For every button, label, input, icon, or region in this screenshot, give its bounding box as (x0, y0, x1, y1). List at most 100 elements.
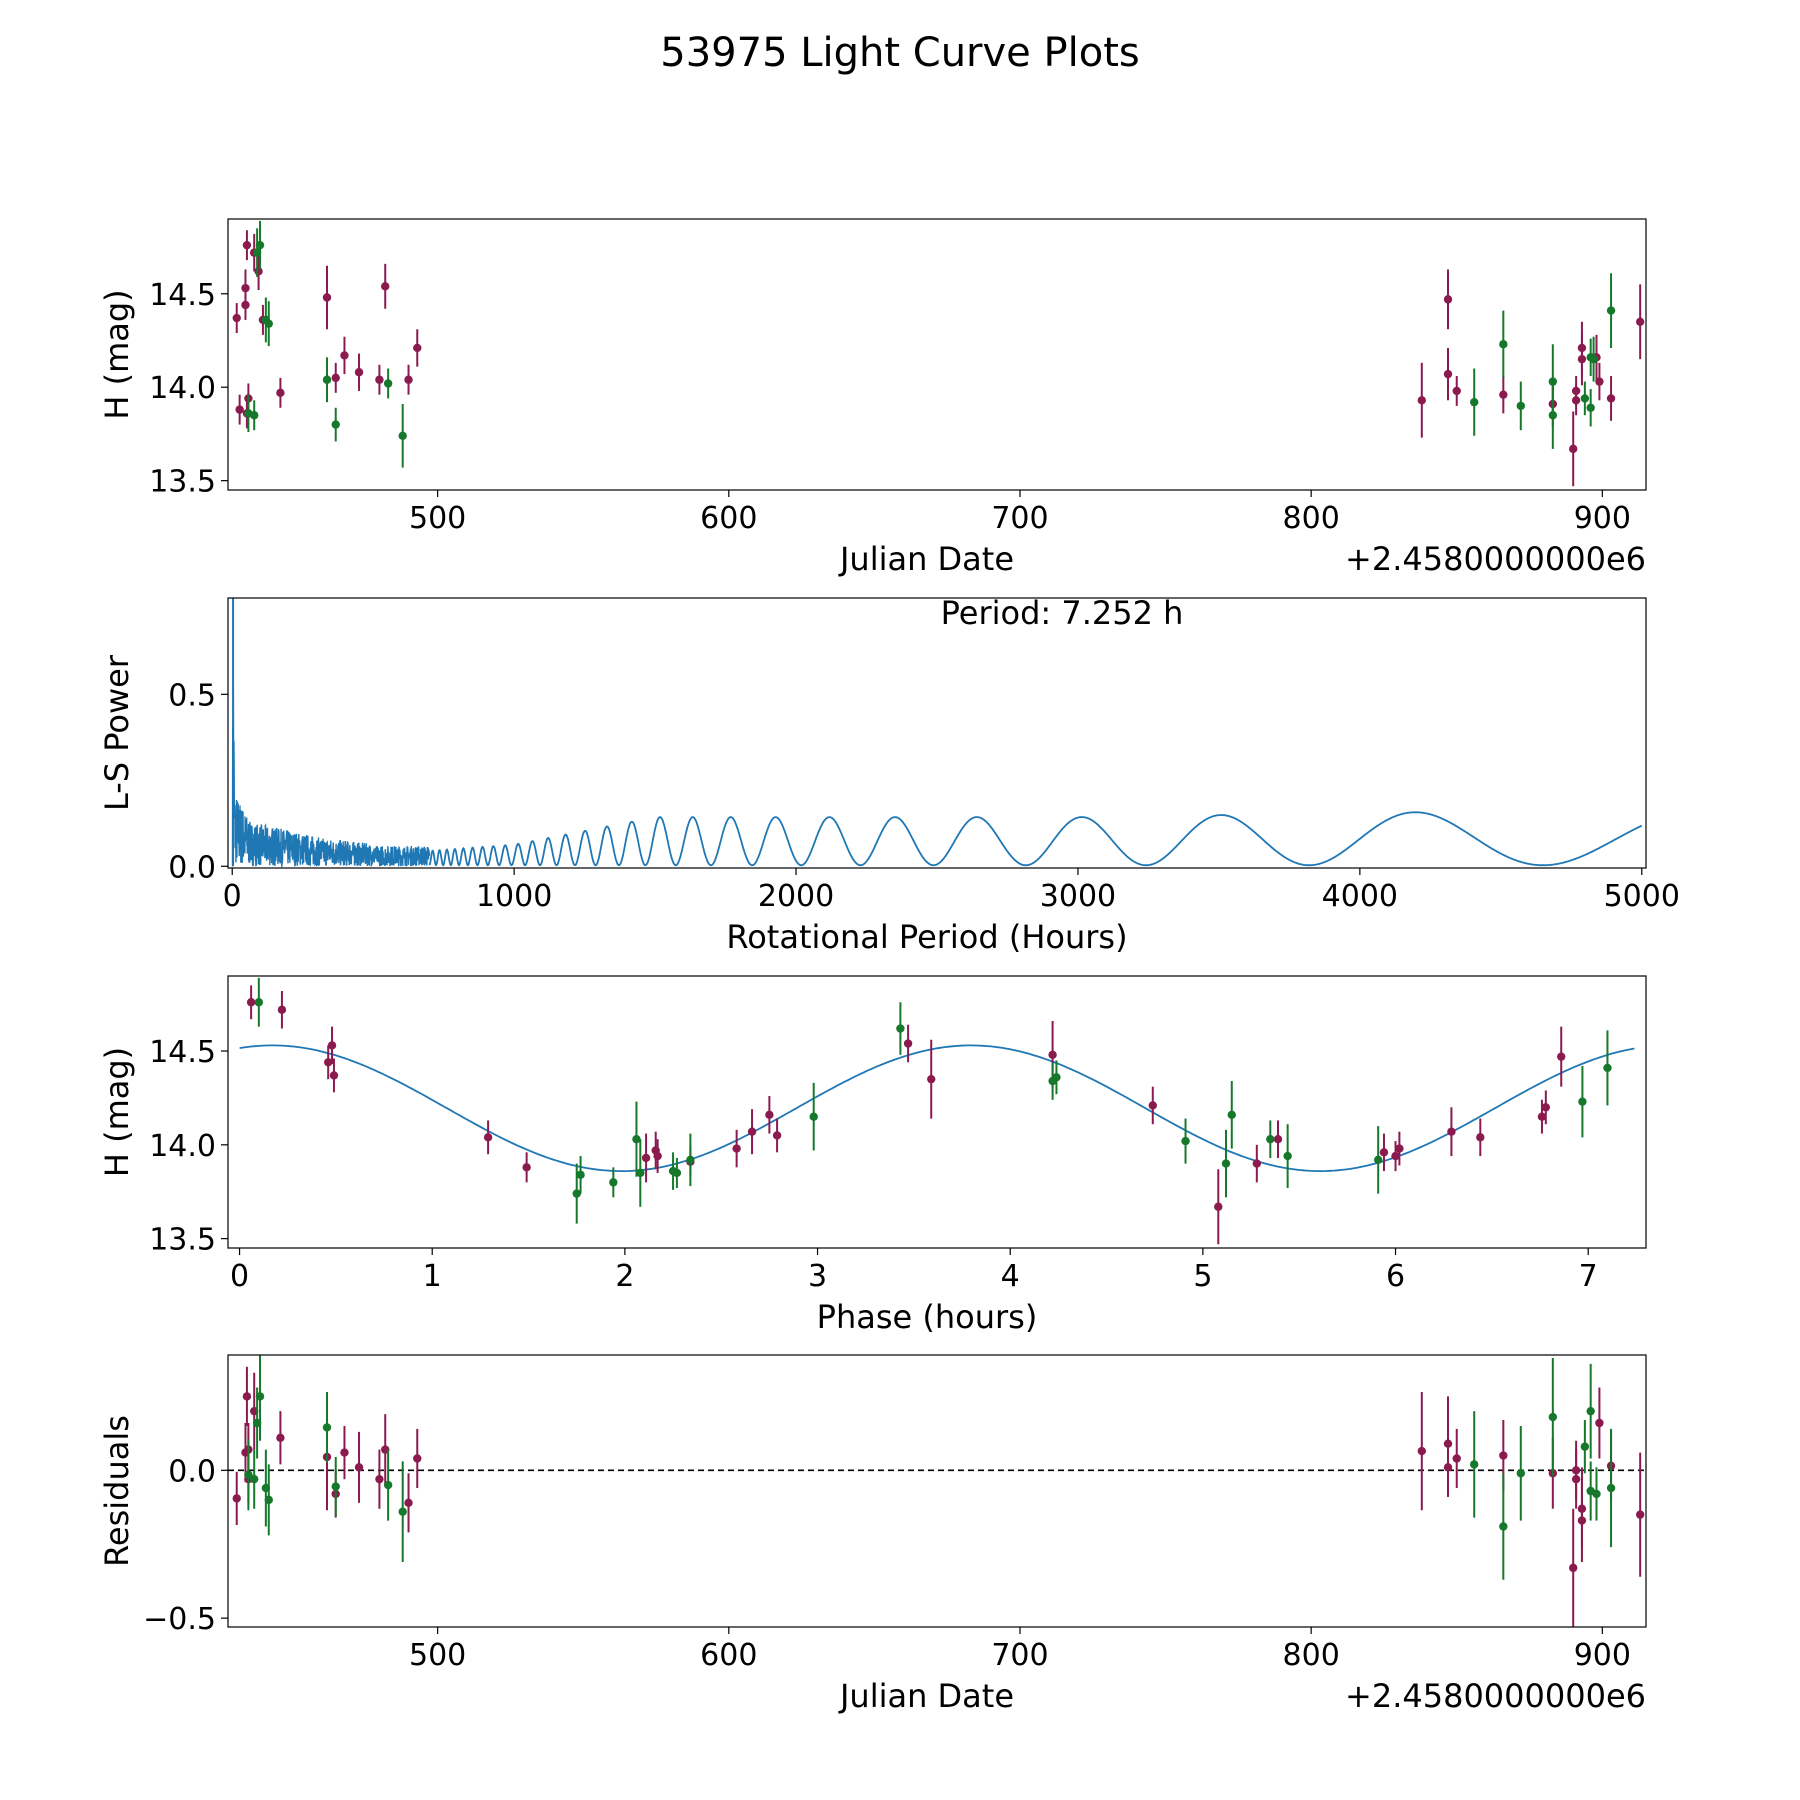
x-tick-label: 800 (1283, 501, 1340, 536)
y-tick-label: 14.0 (149, 1129, 216, 1164)
series-a-point (1395, 1144, 1404, 1153)
series-b-point (254, 998, 264, 1007)
series-a-point (1541, 1103, 1551, 1112)
series-b-point (250, 1474, 259, 1484)
series-a-point (1252, 1159, 1262, 1168)
series-a-point (1443, 369, 1453, 379)
x-tick-label: 7 (1579, 1259, 1598, 1294)
x-tick-label: 2000 (758, 879, 834, 914)
y-tick-label: 14.5 (149, 1035, 216, 1070)
y-tick-label: 14.0 (149, 371, 216, 406)
series-b-point (264, 319, 273, 328)
series-b-point (1470, 1460, 1479, 1469)
series-b-point (1580, 1442, 1590, 1451)
series-a-point (375, 375, 384, 384)
series-a-point (375, 1474, 384, 1484)
series-a-point (641, 1153, 651, 1163)
data-points (232, 220, 1645, 487)
x-axis-label: Phase (hours) (817, 1298, 1038, 1336)
x-axis-label: Julian Date (838, 1677, 1014, 1715)
x-tick-label: 800 (1283, 1638, 1340, 1673)
series-a-point (1537, 1112, 1547, 1121)
series-b-point (331, 420, 340, 429)
series-a-point (927, 1074, 936, 1084)
series-b-point (322, 375, 332, 384)
series-b-point (383, 379, 393, 388)
x-tick-label: 3 (808, 1259, 827, 1294)
series-a-point (1606, 394, 1616, 403)
x-tick-label: 700 (991, 501, 1048, 536)
series-b-point (1603, 1063, 1612, 1073)
series-a-point (1443, 1463, 1453, 1472)
series-a-point (331, 373, 340, 383)
series-b-point (1548, 377, 1558, 386)
model-fit-curve (239, 1044, 1635, 1172)
series-a-point (1557, 1052, 1566, 1061)
series-a-point (246, 998, 256, 1007)
series-b-point (896, 1024, 905, 1033)
series-a-point (522, 1163, 531, 1172)
series-b-point (1586, 403, 1595, 412)
series-b-point (244, 1470, 253, 1479)
plot-frame (227, 218, 1647, 491)
y-axis-label: Residuals (98, 1415, 136, 1567)
series-b-point (1606, 1483, 1616, 1493)
residuals-panel: 500 600 700 800 900 −0.5 0.0 Julian Date Residua… (98, 1354, 1647, 1715)
series-a-point (323, 1058, 333, 1067)
series-a-point (1214, 1202, 1223, 1211)
series-a-point (381, 282, 390, 291)
phase-panel: 0 1 2 3 4 5 6 7 13.5 14.0 14.5 Phase (hours) H (mag) (98, 975, 1647, 1336)
y-tick-label: 13.5 (149, 465, 216, 500)
series-a-point (1447, 1127, 1456, 1136)
series-b-point (1499, 1522, 1508, 1531)
data-points (246, 977, 1612, 1245)
series-b-point (1283, 1151, 1292, 1161)
x-tick-label: 3000 (1040, 879, 1116, 914)
series-b-point (322, 1423, 332, 1432)
series-b-point (572, 1189, 581, 1198)
series-a-point (1635, 1510, 1645, 1519)
series-b-point (1578, 1097, 1587, 1106)
series-a-point (1571, 386, 1581, 396)
series-a-point (277, 1005, 287, 1014)
periodogram-noise-line (231, 680, 431, 868)
series-a-point (354, 1463, 364, 1472)
series-a-point (1595, 1418, 1604, 1428)
series-b-point (1606, 306, 1616, 315)
series-a-point (1635, 317, 1645, 326)
x-tick-label: 4 (1001, 1259, 1020, 1294)
x-tick-label: 2 (615, 1259, 634, 1294)
series-b-point (398, 431, 407, 440)
series-b-point (383, 1480, 393, 1490)
y-tick-label: 13.5 (149, 1223, 216, 1258)
series-a-point (1476, 1133, 1485, 1142)
x-tick-label: 0 (230, 1259, 249, 1294)
x-tick-label: 700 (991, 1638, 1048, 1673)
series-a-point (276, 388, 285, 398)
series-a-point (483, 1133, 493, 1142)
series-b-point (250, 411, 259, 420)
y-tick-label: 0.0 (168, 1454, 216, 1489)
series-b-point (1589, 354, 1598, 364)
series-a-point (1499, 1451, 1508, 1460)
series-b-point (255, 1392, 265, 1401)
figure-title: 53975 Light Curve Plots (660, 30, 1139, 76)
series-b-point (686, 1155, 695, 1165)
series-b-point (1266, 1135, 1275, 1144)
series-a-point (732, 1144, 741, 1153)
series-b-point (609, 1178, 618, 1187)
x-tick-label: 5 (1193, 1259, 1212, 1294)
series-a-point (1569, 1563, 1578, 1573)
series-a-point (1452, 1454, 1461, 1463)
x-tick-label: 600 (700, 1638, 757, 1673)
series-a-point (1595, 377, 1604, 386)
series-b-point (1181, 1136, 1190, 1146)
y-tick-label: −0.5 (143, 1602, 216, 1637)
series-b-point (1516, 1469, 1525, 1478)
x-axis-label: Julian Date (838, 540, 1014, 578)
series-a-point (1577, 343, 1587, 353)
series-a-point (1569, 444, 1578, 454)
series-a-point (747, 1127, 757, 1136)
series-a-point (254, 267, 263, 276)
